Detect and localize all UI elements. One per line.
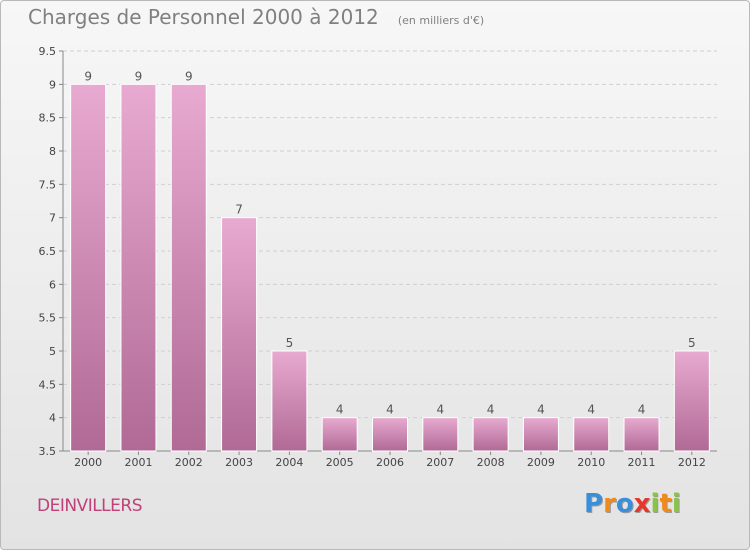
logo-letter: P bbox=[584, 489, 604, 519]
bar bbox=[472, 417, 509, 452]
y-tick-label: 8 bbox=[49, 145, 56, 158]
data-label: 4 bbox=[587, 403, 595, 417]
data-label: 9 bbox=[135, 69, 143, 83]
logo-letter: t bbox=[659, 489, 672, 519]
logo-letter: r bbox=[603, 489, 616, 519]
chart-title: Charges de Personnel 2000 à 2012 bbox=[28, 5, 379, 29]
bar bbox=[522, 417, 559, 452]
y-tick-label: 7.5 bbox=[39, 178, 57, 191]
bar bbox=[221, 217, 258, 452]
y-tick-label: 9.5 bbox=[39, 45, 57, 58]
chart-unit-note: (en milliers d'€) bbox=[397, 14, 485, 27]
commune-name: DEINVILLERS bbox=[37, 496, 143, 516]
bar bbox=[623, 417, 660, 452]
bar bbox=[321, 417, 358, 452]
x-tick-label: 2009 bbox=[527, 456, 555, 469]
logo-letter: i bbox=[650, 489, 660, 519]
x-tick-label: 2001 bbox=[124, 456, 152, 469]
grid-lines bbox=[63, 50, 717, 452]
data-label: 4 bbox=[336, 403, 344, 417]
x-tick-label: 2010 bbox=[577, 456, 605, 469]
data-label: 4 bbox=[436, 403, 444, 417]
y-tick-label: 9 bbox=[49, 78, 56, 91]
bar bbox=[673, 350, 710, 452]
x-tick-label: 2004 bbox=[275, 456, 303, 469]
y-tick-label: 4 bbox=[49, 412, 56, 425]
logo-letter: o bbox=[615, 489, 634, 519]
x-tick-label: 2008 bbox=[477, 456, 505, 469]
bars bbox=[70, 83, 710, 452]
bar bbox=[120, 83, 157, 452]
x-tick-label: 2003 bbox=[225, 456, 253, 469]
logo-letter: x bbox=[633, 489, 651, 519]
bar bbox=[271, 350, 308, 452]
y-tick-label: 3.5 bbox=[39, 445, 57, 458]
x-tick-label: 2002 bbox=[175, 456, 203, 469]
y-tick-label: 7 bbox=[49, 212, 56, 225]
x-tick-label: 2007 bbox=[426, 456, 454, 469]
data-label: 9 bbox=[185, 69, 193, 83]
x-tick-label: 2011 bbox=[628, 456, 656, 469]
bar bbox=[70, 83, 107, 452]
y-tick-label: 5.5 bbox=[39, 312, 57, 325]
data-label: 5 bbox=[286, 336, 294, 350]
y-tick-label: 8.5 bbox=[39, 112, 57, 125]
title-row: Charges de Personnel 2000 à 2012 (en mil… bbox=[28, 5, 484, 29]
x-tick-label: 2000 bbox=[74, 456, 102, 469]
y-tick-label: 5 bbox=[49, 345, 56, 358]
axes bbox=[59, 50, 717, 455]
y-tick-label: 6 bbox=[49, 278, 56, 291]
data-label: 5 bbox=[688, 336, 696, 350]
data-label: 4 bbox=[638, 403, 646, 417]
y-tick-label: 6.5 bbox=[39, 245, 57, 258]
data-label: 4 bbox=[537, 403, 545, 417]
bar bbox=[422, 417, 459, 452]
labels: 3.5 4 4.5 5 5.5 6 6.5 7 7.5 8 8.5 9 9.5 9 2000 9 2001 9 20… bbox=[39, 45, 706, 469]
x-tick-label: 2012 bbox=[678, 456, 706, 469]
data-label: 7 bbox=[235, 203, 243, 217]
logo-letter: i bbox=[671, 489, 681, 519]
bar bbox=[170, 83, 207, 452]
bar bbox=[573, 417, 610, 452]
y-tick-label: 4.5 bbox=[39, 378, 57, 391]
proxiti-logo[interactable]: Proxiti bbox=[584, 489, 681, 519]
x-tick-label: 2006 bbox=[376, 456, 404, 469]
data-label: 4 bbox=[487, 403, 495, 417]
data-label: 4 bbox=[386, 403, 394, 417]
data-label: 9 bbox=[84, 69, 92, 83]
bar bbox=[372, 417, 408, 452]
x-tick-label: 2005 bbox=[326, 456, 354, 469]
